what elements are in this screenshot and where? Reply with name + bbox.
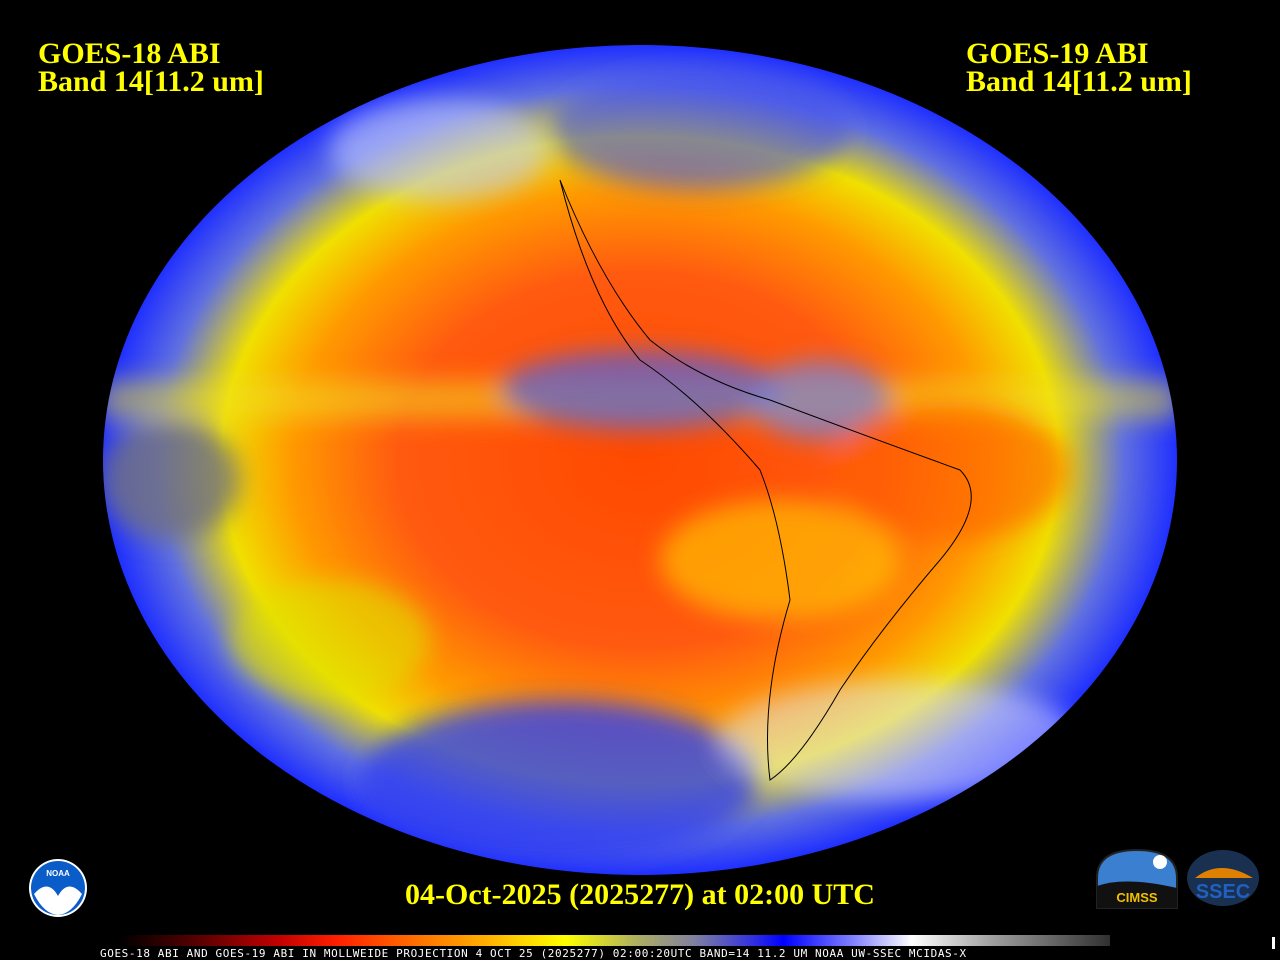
- footer-caption: GOES-18 ABI AND GOES-19 ABI IN MOLLWEIDE…: [100, 947, 967, 960]
- svg-text:CIMSS: CIMSS: [1116, 890, 1158, 905]
- colorbar-marker: [1272, 937, 1275, 949]
- svg-text:NOAA: NOAA: [46, 869, 70, 878]
- image-timestamp: 04-Oct-2025 (2025277) at 02:00 UTC: [405, 878, 875, 911]
- cimss-ssec-logos: CIMSS SSEC: [1096, 848, 1259, 909]
- left-band-label: Band 14[11.2 um]: [38, 65, 264, 98]
- cloud-features: [103, 70, 1177, 860]
- coastline-americas: [559, 179, 972, 781]
- left-satellite-title: GOES-18 ABI Band 14[11.2 um]: [38, 37, 264, 98]
- temperature-colorbar: [120, 935, 1110, 946]
- right-satellite-name: GOES-19 ABI: [966, 37, 1149, 70]
- noaa-logo: NOAA: [29, 859, 87, 917]
- svg-text:SSEC: SSEC: [1196, 881, 1250, 903]
- right-satellite-title: GOES-19 ABI Band 14[11.2 um]: [966, 37, 1192, 98]
- right-band-label: Band 14[11.2 um]: [966, 65, 1192, 98]
- left-satellite-name: GOES-18 ABI: [38, 37, 221, 70]
